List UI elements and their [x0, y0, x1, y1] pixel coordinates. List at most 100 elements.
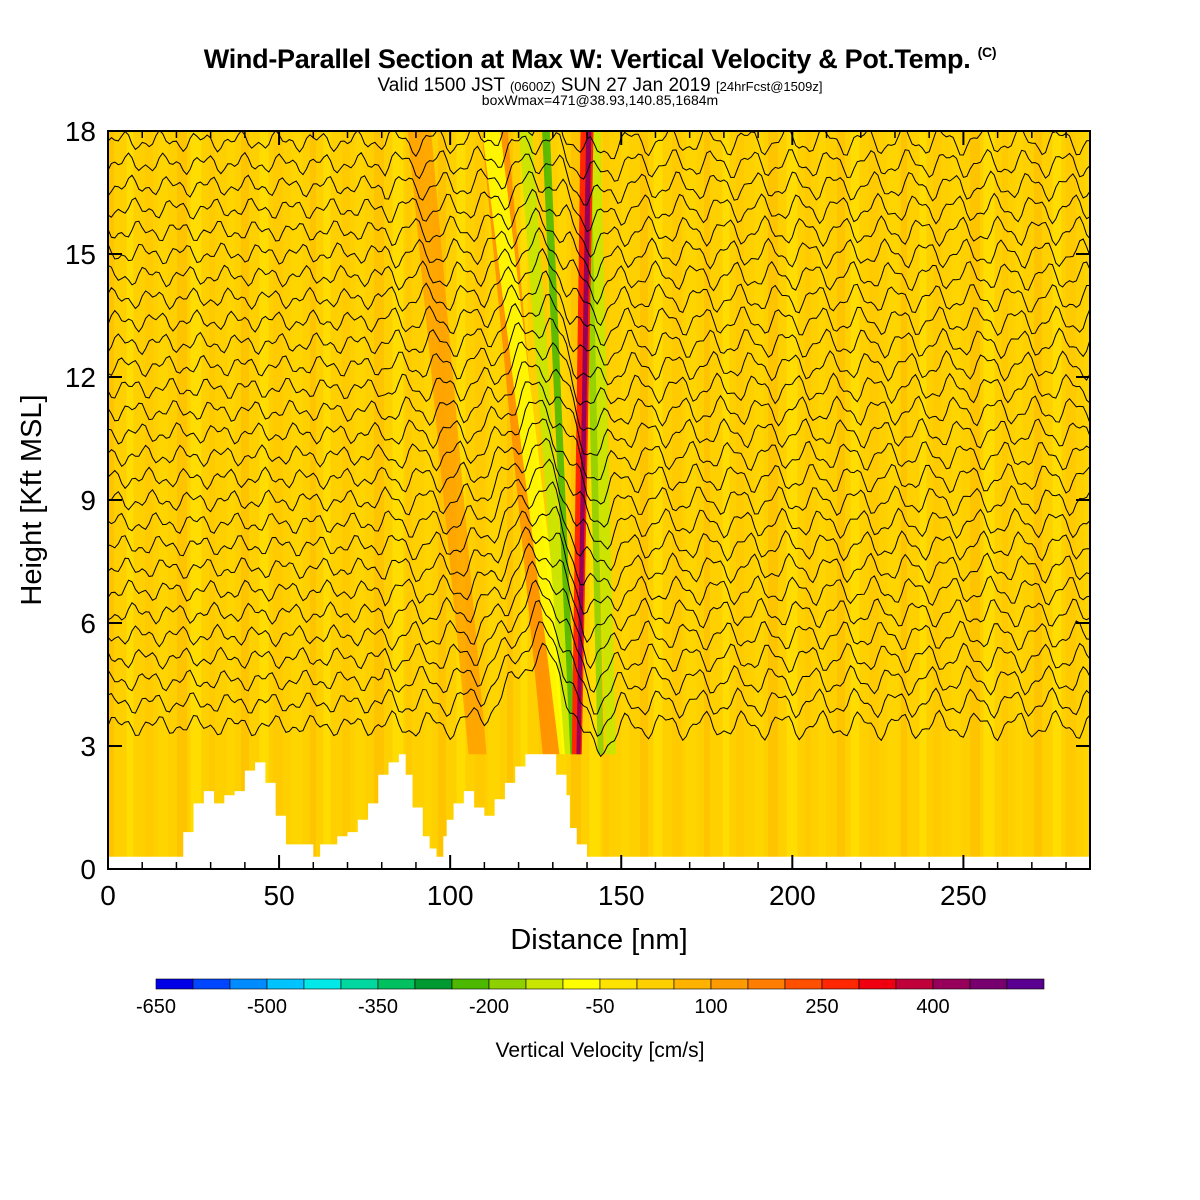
x-tick-label: 0 [100, 880, 116, 911]
velocity-stripe [653, 131, 663, 869]
velocity-stripe [273, 131, 283, 869]
pot-temp-contour [108, 621, 1090, 737]
pot-temp-contour [108, 579, 1090, 693]
copyright-mark: (C) [977, 44, 997, 60]
velocity-stripe [323, 131, 331, 869]
valid-utc-text: (0600Z) [509, 79, 556, 94]
pot-temp-contour [108, 170, 1090, 233]
pot-temp-contour [108, 317, 1090, 386]
colorbar-swatch [155, 978, 194, 990]
velocity-stripe [837, 131, 845, 869]
colorbar-swatch [895, 978, 934, 990]
velocity-stripe [1066, 131, 1076, 869]
velocity-stripe [342, 131, 350, 869]
downdraft-band-east [587, 131, 616, 755]
pot-temp-contour [108, 341, 1090, 406]
velocity-stripe [1052, 131, 1062, 869]
velocity-stripe [672, 131, 682, 869]
colorbar-swatch [414, 978, 453, 990]
velocity-stripe [406, 131, 412, 869]
velocity-stripe [145, 131, 153, 869]
velocity-stripe [190, 131, 202, 869]
y-tick-label: 9 [80, 485, 96, 516]
velocity-stripe [227, 131, 235, 869]
updraft-band-west [407, 131, 487, 755]
pot-temp-contour [108, 361, 1090, 432]
colorbar-swatch [192, 978, 231, 990]
colorbar: -650 -500 -350 -200 -50 100 250 400 [136, 978, 1045, 1018]
velocity-stripe [1034, 131, 1042, 869]
pot-temp-contour [108, 294, 1090, 366]
colorbar-swatch [562, 978, 601, 990]
pot-temp-contour [108, 599, 1090, 715]
pot-temp-contour [108, 131, 1090, 182]
y-tick-label: 15 [65, 239, 96, 270]
colorbar-swatch [451, 978, 490, 990]
velocity-stripe [126, 131, 134, 869]
colorbar-swatch [821, 978, 860, 990]
pot-temp-contour [108, 188, 1090, 258]
velocity-stripe [241, 131, 249, 869]
colorbar-tick-label: -200 [469, 996, 509, 1018]
velocity-stripe [704, 131, 710, 869]
y-tick-label: 18 [65, 116, 96, 147]
colorbar-swatch [858, 978, 897, 990]
updraft-core-max [576, 131, 592, 755]
velocity-stripe [475, 131, 485, 869]
velocity-stripe [158, 131, 168, 869]
colorbar-swatch [377, 978, 416, 990]
plot-area [108, 131, 1090, 869]
velocity-stripe [869, 131, 879, 869]
velocity-stripe [621, 131, 629, 869]
pot-temp-contour [108, 418, 1090, 505]
velocity-stripe [640, 131, 648, 869]
chart-title-text: Wind-Parallel Section at Max W: Vertical… [203, 44, 971, 74]
pot-temp-contours [108, 131, 1090, 758]
colorbar-label: Vertical Velocity [cm/s] [496, 1039, 705, 1062]
pot-temp-contour [108, 207, 1090, 283]
x-axis-label: Distance [nm] [510, 924, 687, 956]
y-tick-label: 3 [80, 731, 96, 762]
chart-title: Wind-Parallel Section at Max W: Vertical… [0, 44, 1200, 75]
downdraft-band-light [518, 131, 575, 755]
pot-temp-contour [108, 437, 1090, 528]
velocity-stripe [887, 131, 899, 869]
downdraft-band-yellow [482, 131, 574, 755]
colorbar-swatch [1006, 978, 1045, 990]
velocity-stripe [919, 131, 927, 869]
colorbar-tick-label: 250 [805, 996, 838, 1018]
colorbar-swatch [340, 978, 379, 990]
colorbar-swatch [673, 978, 712, 990]
y-axis: 0 3 6 9 12 15 18 [65, 116, 1090, 885]
x-tick-label: 200 [769, 880, 816, 911]
x-tick-label: 100 [427, 880, 474, 911]
velocity-stripe [507, 131, 513, 869]
colorbar-swatch [266, 978, 305, 990]
velocity-stripe [970, 131, 980, 869]
colorbar-swatch [747, 978, 786, 990]
x-tick-label: 250 [940, 880, 987, 911]
terrain-profile [108, 754, 1090, 869]
colorbar-swatch [710, 978, 749, 990]
pot-temp-contour [108, 153, 1090, 206]
valid-time-line: Valid 1500 JST (0600Z) SUN 27 Jan 2019 [… [0, 75, 1200, 97]
colorbar-tick-label: -500 [247, 996, 287, 1018]
velocity-stripe [310, 131, 316, 869]
velocity-stripe [983, 131, 995, 869]
colorbar-swatch [488, 978, 527, 990]
velocity-stripe [291, 131, 303, 869]
y-tick-label: 0 [80, 854, 96, 885]
colorbar-tick-label: -50 [586, 996, 615, 1018]
colorbar-swatch [969, 978, 1008, 990]
y-tick-label: 12 [65, 362, 96, 393]
colorbar-swatch [784, 978, 823, 990]
pot-temp-contour [108, 560, 1090, 670]
x-tick-label: 50 [264, 880, 295, 911]
velocity-stripe [722, 131, 730, 869]
pot-temp-contour [108, 381, 1090, 456]
velocity-stripe [259, 131, 269, 869]
pot-temp-contour [108, 226, 1090, 305]
y-tick-label: 6 [80, 608, 96, 639]
